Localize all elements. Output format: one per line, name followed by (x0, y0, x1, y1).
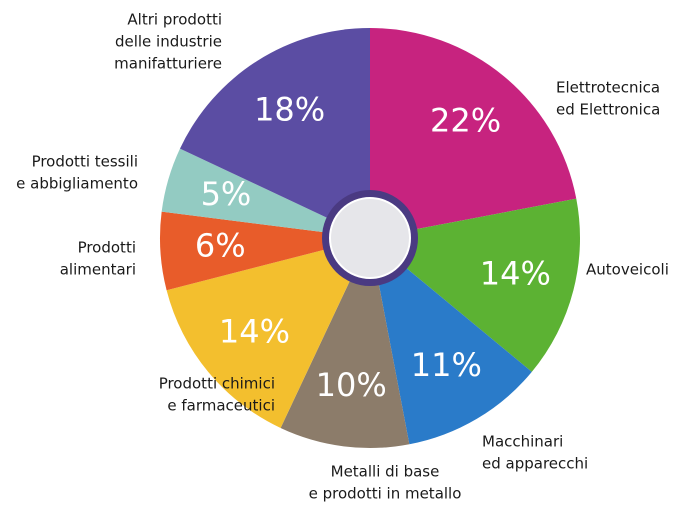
slice (166, 238, 370, 429)
category-label: ed Elettronica (556, 101, 660, 119)
slice (370, 238, 532, 445)
value-label: 5% (201, 175, 252, 213)
category-label: Prodotti tessili (32, 153, 138, 171)
category-label: e farmaceutici (167, 397, 275, 415)
category-label: delle industrie (115, 33, 222, 51)
category-label: Macchinari (482, 433, 563, 451)
pie (160, 28, 580, 448)
center-disc (329, 197, 411, 279)
category-label: Autoveicoli (586, 261, 669, 279)
value-label: 14% (480, 254, 551, 292)
value-label: 6% (195, 226, 246, 264)
category-label: ed apparecchi (482, 455, 588, 473)
slice (370, 198, 580, 372)
value-label: 14% (219, 313, 290, 351)
value-label: 22% (430, 101, 501, 139)
category-label: Altri prodotti (127, 11, 222, 29)
category-label: e abbigliamento (16, 175, 138, 193)
category-label: alimentari (60, 261, 136, 279)
value-label: 11% (411, 346, 482, 384)
slice (280, 238, 410, 448)
category-label: Prodotti (78, 239, 136, 257)
category-label: Metalli di base (331, 463, 440, 481)
slice (160, 211, 370, 291)
category-label: Elettrotecnica (556, 79, 660, 97)
value-label: 18% (254, 90, 325, 128)
slice (370, 28, 577, 238)
category-label: manifatturiere (114, 55, 222, 73)
category-label: e prodotti in metallo (309, 485, 462, 503)
slice (179, 28, 370, 238)
slice (161, 148, 370, 238)
value-label: 10% (316, 366, 387, 404)
category-label: Prodotti chimici (159, 375, 275, 393)
